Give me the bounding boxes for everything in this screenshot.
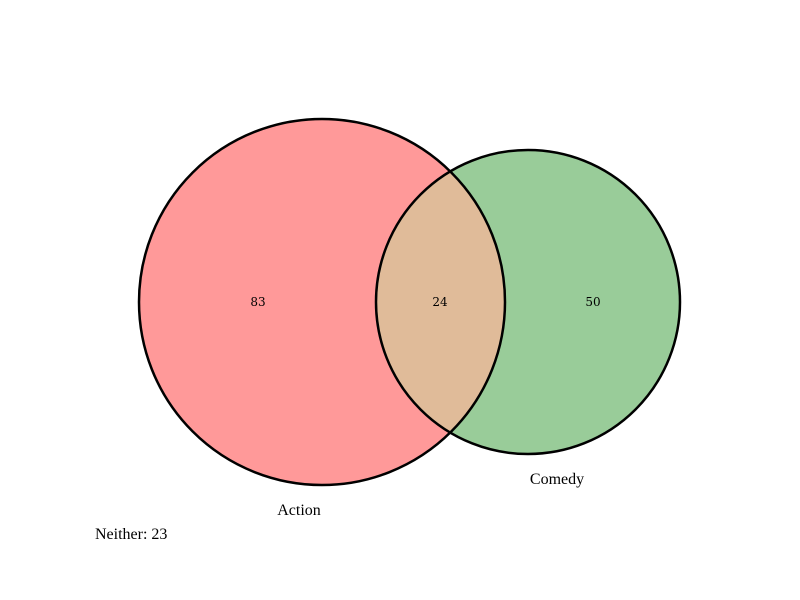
intersection-value: 24 [432,295,448,309]
neither-label: Neither: 23 [95,526,167,543]
action-only-value: 83 [250,295,265,309]
set-action-outline [137,117,507,487]
set-label-action: Action [277,502,321,519]
comedy-only-value: 50 [585,295,600,309]
set-comedy-outline [374,148,682,456]
intersection-fill [376,150,505,454]
set-label-comedy: Comedy [530,471,584,488]
